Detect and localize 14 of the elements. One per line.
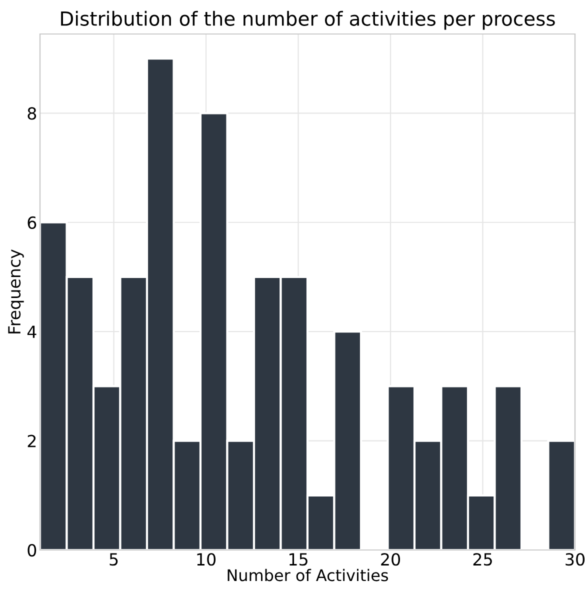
- x-tick-label: 5: [110, 553, 118, 566]
- x-tick-label: 30: [566, 553, 584, 566]
- x-tick-label: 20: [381, 553, 400, 566]
- x-tick-label: 10: [197, 553, 216, 566]
- y-tick-label: 2: [28, 434, 36, 448]
- y-tick-label: 8: [28, 107, 36, 120]
- chart-title: Distribution of the number of activities per process: [61, 10, 555, 30]
- x-tick-label: 15: [290, 553, 308, 566]
- x-axis-title: Number of Activities: [228, 568, 388, 582]
- y-axis-title: Frequency: [8, 249, 24, 334]
- y-tick-label: 0: [28, 544, 36, 557]
- x-tick-label: 25: [473, 553, 492, 566]
- y-tick-label: 4: [27, 326, 36, 338]
- y-tick-label: 6: [28, 216, 36, 229]
